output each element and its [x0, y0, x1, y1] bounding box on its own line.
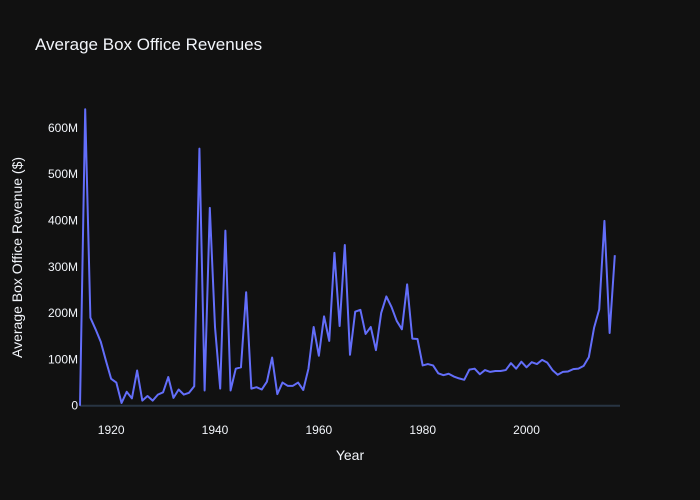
x-axis-title: Year: [336, 447, 365, 463]
x-tick-label: 1920: [98, 423, 125, 437]
x-tick-label: 1980: [409, 423, 436, 437]
y-tick-label: 500M: [48, 167, 78, 181]
y-tick-label: 0: [71, 399, 78, 413]
series-group: [79, 108, 616, 406]
chart-title: Average Box Office Revenues: [35, 35, 262, 54]
x-tick-label: 1960: [305, 423, 332, 437]
y-axis-ticks: 0 100M 200M 300M 400M 500M 600M: [48, 121, 78, 413]
x-tick-label: 2000: [513, 423, 540, 437]
series-line: [79, 108, 616, 406]
x-tick-label: 1940: [202, 423, 229, 437]
y-tick-label: 100M: [48, 352, 78, 366]
y-axis-title: Average Box Office Revenue ($): [9, 157, 25, 358]
y-tick-label: 600M: [48, 121, 78, 135]
y-tick-label: 300M: [48, 260, 78, 274]
y-tick-label: 200M: [48, 306, 78, 320]
x-axis-ticks: 1920 1940 1960 1980 2000: [98, 423, 540, 437]
y-tick-label: 400M: [48, 213, 78, 227]
